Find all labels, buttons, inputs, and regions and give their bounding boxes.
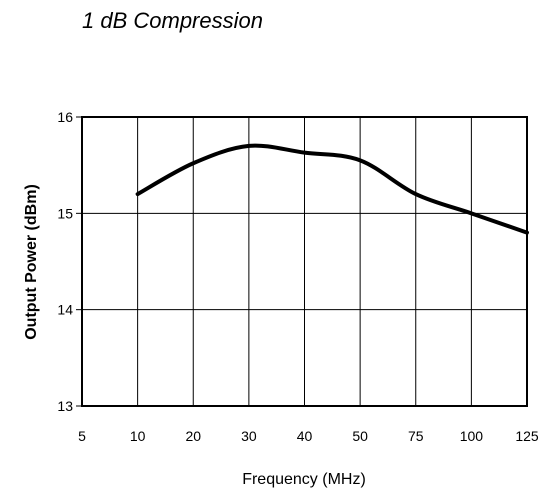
y-axis-label: Output Power (dBm) (23, 184, 40, 340)
x-axis-ticks: 5 10 20 30 40 50 75 100 125 (78, 428, 539, 444)
x-tick-label: 75 (408, 428, 424, 444)
x-tick-label: 50 (352, 428, 368, 444)
x-tick-label: 20 (185, 428, 201, 444)
x-axis-label: Frequency (MHz) (242, 471, 366, 488)
x-tick-label: 40 (297, 428, 313, 444)
plot-area (81, 116, 528, 407)
x-tick-label: 5 (78, 428, 86, 444)
x-tick-label: 125 (515, 428, 539, 444)
y-tick-label: 14 (57, 302, 73, 318)
series-line (135, 143, 529, 235)
y-tick-label: 16 (57, 109, 73, 125)
x-tick-label: 100 (460, 428, 484, 444)
y-axis-ticks: 13 14 15 16 (57, 109, 82, 414)
grid (82, 117, 527, 406)
x-tick-label: 10 (130, 428, 146, 444)
chart-title: 1 dB Compression (82, 8, 263, 33)
series-group (135, 143, 529, 235)
y-tick-label: 13 (57, 398, 73, 414)
x-tick-label: 30 (241, 428, 257, 444)
y-tick-label: 15 (57, 205, 73, 221)
